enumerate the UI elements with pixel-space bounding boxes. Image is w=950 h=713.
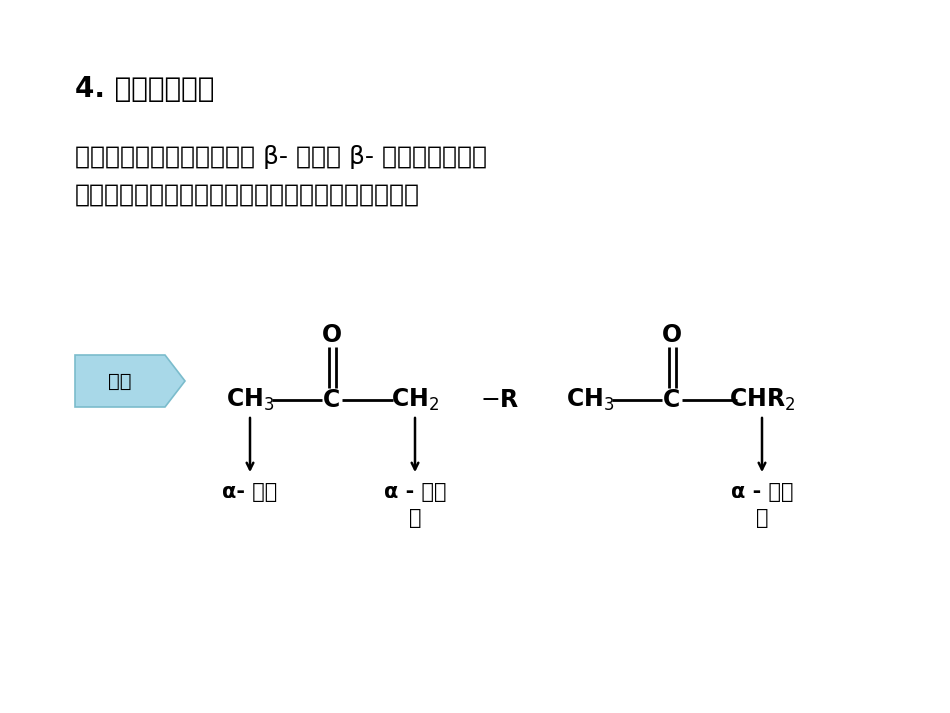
- Text: α - 次甲
基: α - 次甲 基: [731, 482, 793, 528]
- Text: 4. 酯与酮的缩合: 4. 酯与酮的缩合: [75, 75, 215, 103]
- Polygon shape: [75, 355, 185, 407]
- Text: $-$R: $-$R: [481, 388, 520, 412]
- Text: α - 亚甲
基: α - 亚甲 基: [384, 482, 446, 528]
- Text: O: O: [322, 323, 342, 347]
- Text: 规律: 规律: [108, 371, 132, 391]
- Text: α- 甲基: α- 甲基: [222, 482, 277, 502]
- Text: CH$_3$: CH$_3$: [226, 387, 275, 413]
- Text: C: C: [663, 388, 680, 412]
- Text: CHR$_2$: CHR$_2$: [729, 387, 795, 413]
- Text: 很多酮或醛，可用酯酰化为 β- 二酮或 β- 酮醛。根据酮的
结构及酰化剂的不同，其酰化的难易程度各有差别。: 很多酮或醛，可用酯酰化为 β- 二酮或 β- 酮醛。根据酮的 结构及酰化剂的不同…: [75, 145, 487, 206]
- Text: CH$_2$: CH$_2$: [390, 387, 439, 413]
- Text: C: C: [323, 388, 341, 412]
- Text: O: O: [662, 323, 682, 347]
- Text: CH$_3$: CH$_3$: [566, 387, 615, 413]
